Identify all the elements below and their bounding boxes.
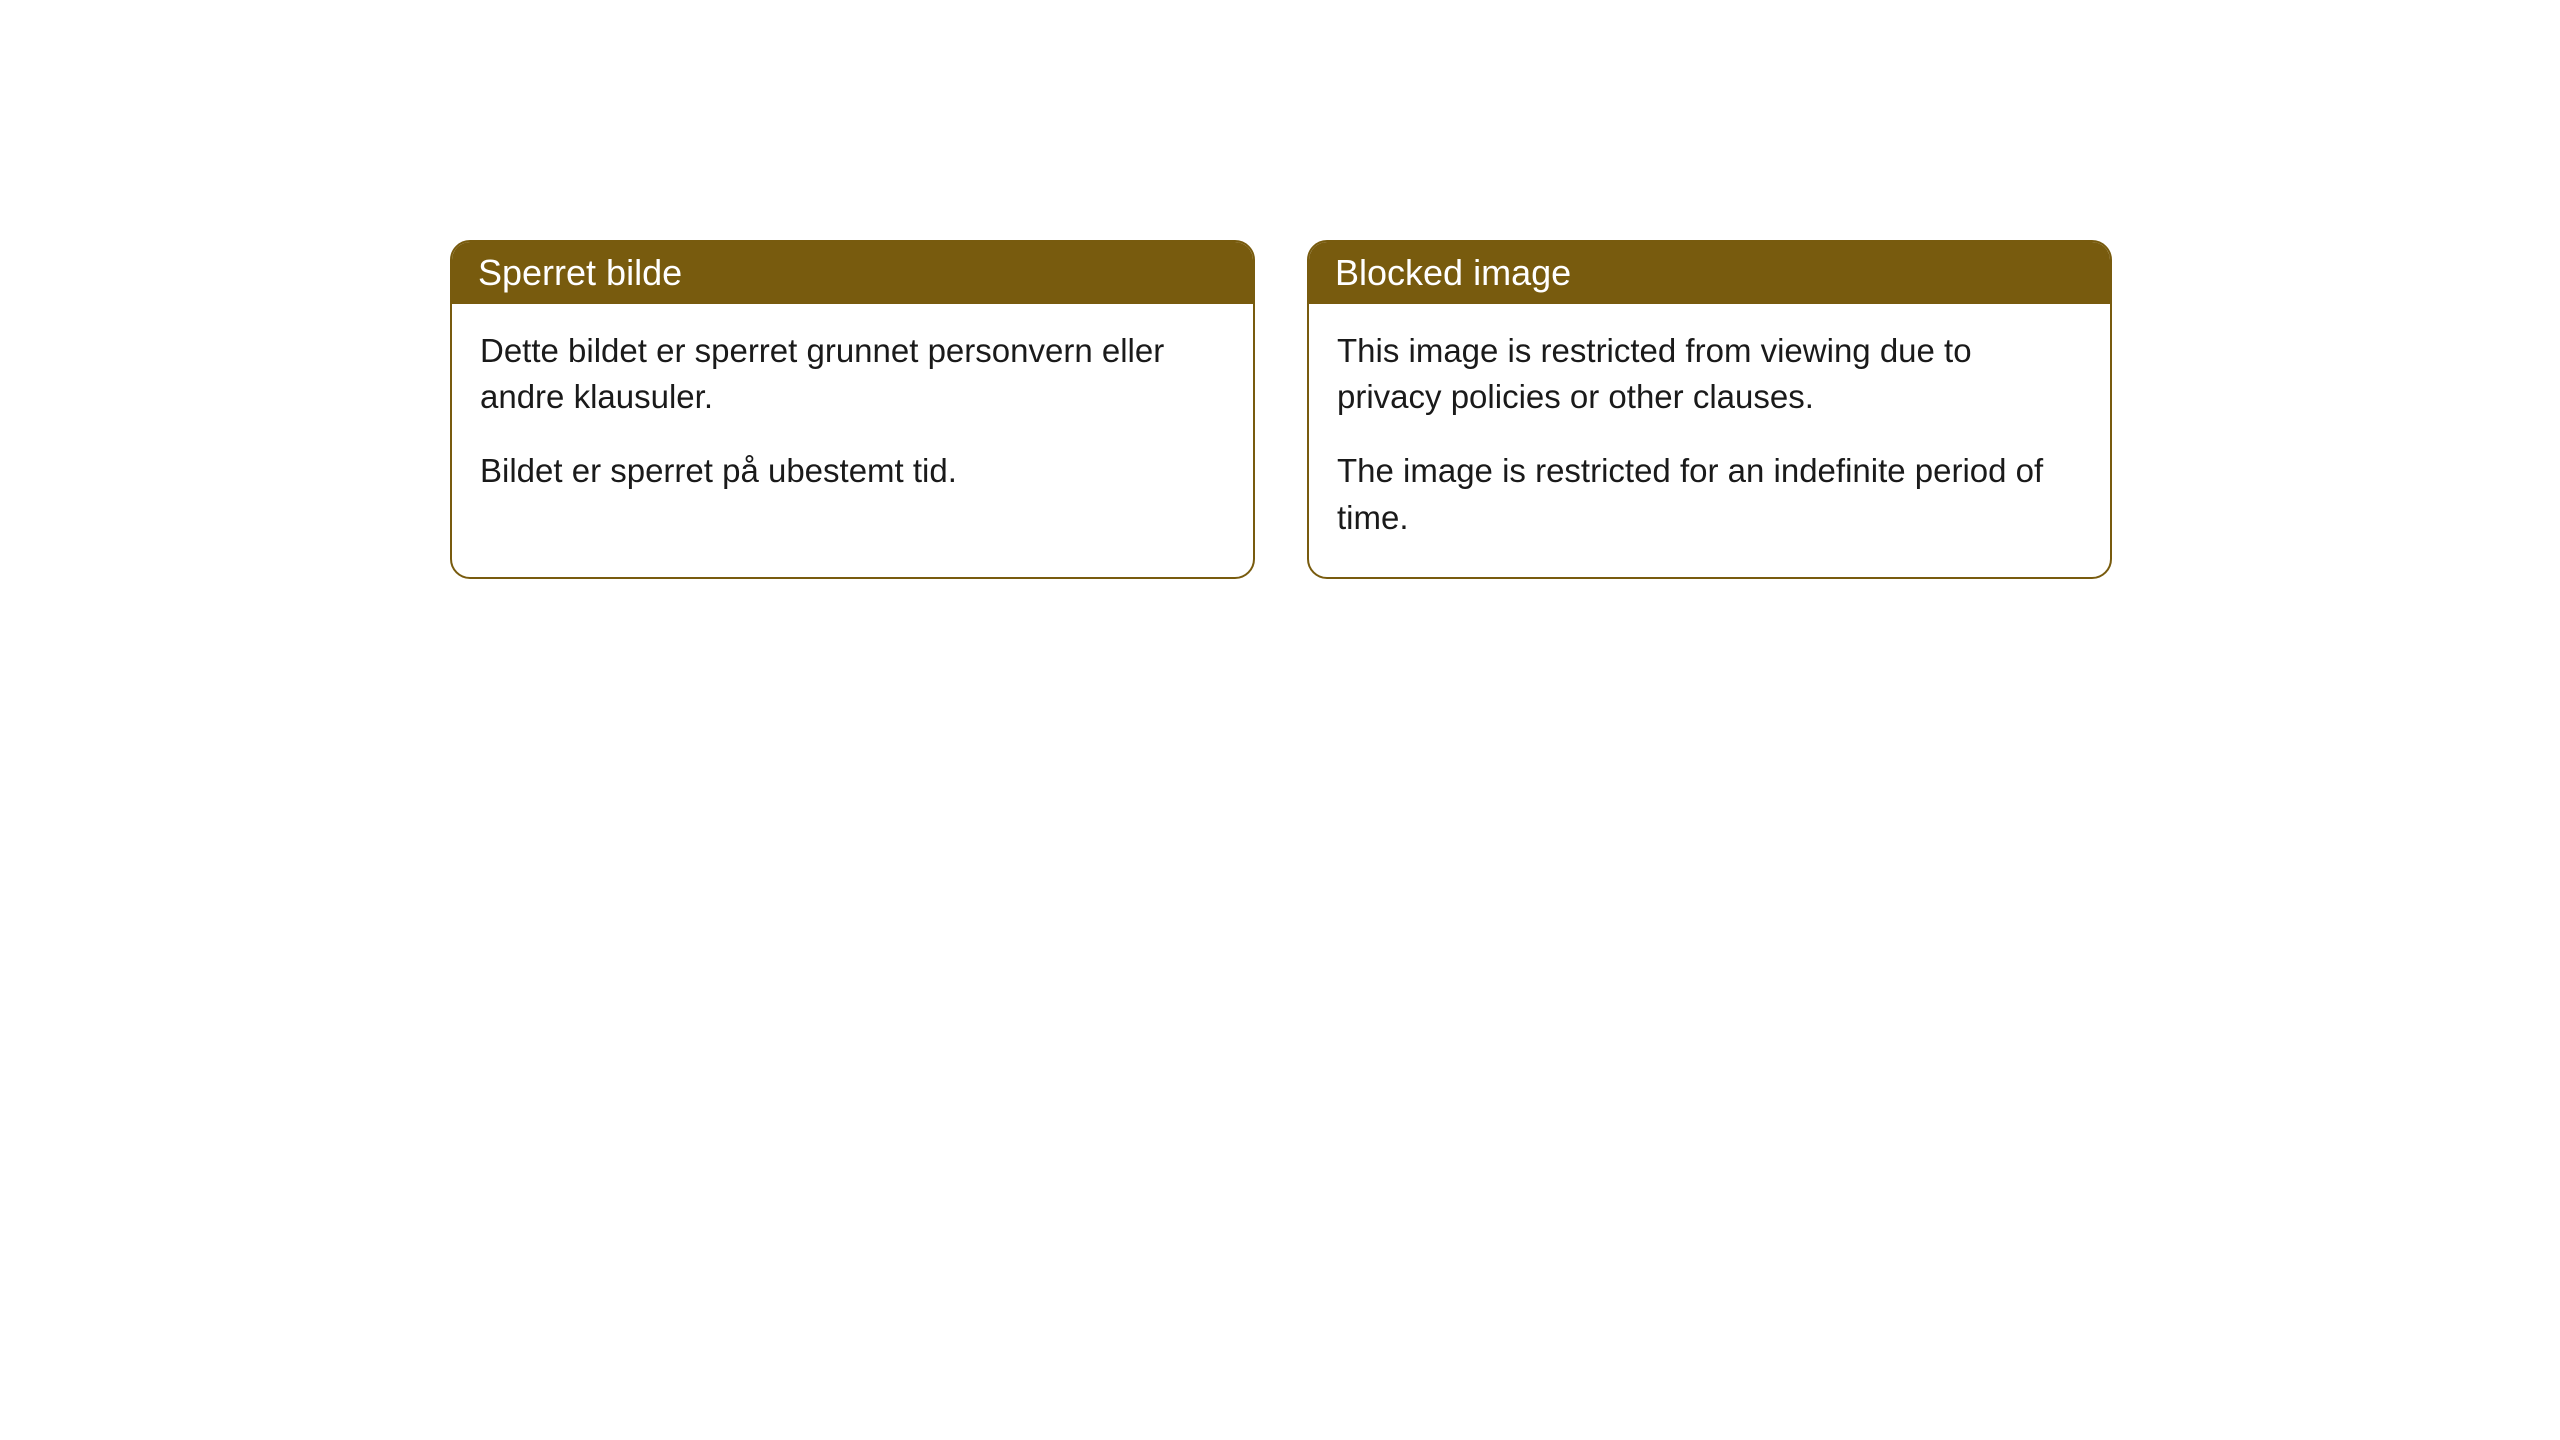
card-norwegian: Sperret bilde Dette bildet er sperret gr… bbox=[450, 240, 1255, 579]
card-english: Blocked image This image is restricted f… bbox=[1307, 240, 2112, 579]
card-paragraph2-english: The image is restricted for an indefinit… bbox=[1337, 448, 2082, 540]
cards-container: Sperret bilde Dette bildet er sperret gr… bbox=[450, 240, 2112, 579]
card-paragraph2-norwegian: Bildet er sperret på ubestemt tid. bbox=[480, 448, 1225, 494]
card-title-norwegian: Sperret bilde bbox=[478, 252, 682, 293]
card-title-english: Blocked image bbox=[1335, 252, 1571, 293]
card-paragraph1-norwegian: Dette bildet er sperret grunnet personve… bbox=[480, 328, 1225, 420]
card-body-english: This image is restricted from viewing du… bbox=[1309, 304, 2110, 577]
card-header-english: Blocked image bbox=[1309, 242, 2110, 304]
card-body-norwegian: Dette bildet er sperret grunnet personve… bbox=[452, 304, 1253, 531]
card-header-norwegian: Sperret bilde bbox=[452, 242, 1253, 304]
card-paragraph1-english: This image is restricted from viewing du… bbox=[1337, 328, 2082, 420]
